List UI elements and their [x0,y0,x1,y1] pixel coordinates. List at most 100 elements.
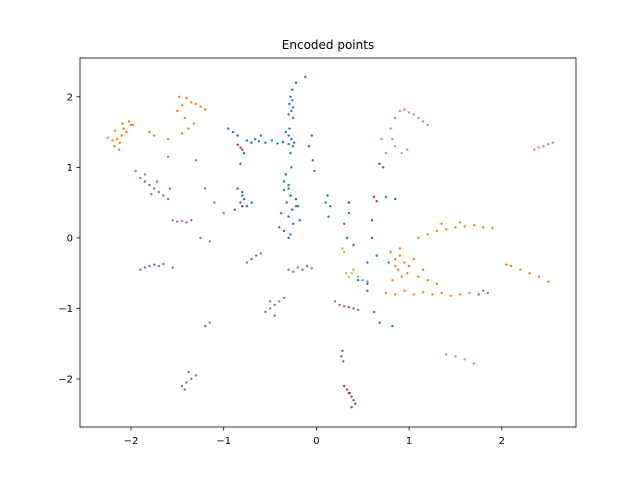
data-point [398,247,402,250]
data-point [361,279,364,282]
data-point [294,205,298,208]
data-point [285,201,288,204]
data-point [372,195,376,199]
data-point [407,111,411,114]
data-point [294,81,298,84]
data-point [192,122,196,125]
data-point [342,360,345,363]
data-point [406,148,409,151]
data-point [366,289,369,292]
data-point [394,145,397,148]
data-point [292,106,295,109]
data-point [298,219,301,222]
data-point [352,307,355,310]
data-point [194,159,198,162]
data-point [417,116,420,120]
data-point [171,219,174,222]
data-point [113,145,116,148]
data-point [185,221,188,224]
data-point [241,194,244,197]
data-point [166,137,170,141]
y-tick-label: 0 [67,233,73,244]
data-point [352,243,355,247]
data-point [282,296,286,300]
data-point [157,190,160,194]
data-point [183,388,186,391]
data-point [343,250,346,254]
data-point [378,162,381,165]
data-point [482,289,485,292]
data-point [387,261,390,264]
data-point [278,300,281,303]
data-point [180,219,184,223]
data-point [176,109,179,113]
data-point [273,303,276,307]
data-point [384,152,388,155]
data-point [458,221,462,224]
data-point [296,205,300,208]
data-point [445,228,448,231]
data-point [509,264,513,268]
data-point [343,305,346,308]
data-point [394,264,397,268]
data-point [352,399,355,402]
data-point [241,148,244,151]
data-point [190,101,193,104]
data-point [241,190,244,194]
data-point [222,212,225,215]
data-point [239,146,242,149]
data-point [287,183,290,187]
data-point [282,180,286,183]
data-point [389,250,392,254]
data-point [311,159,314,162]
data-point [250,201,253,204]
data-point [233,208,236,211]
data-point [426,123,429,127]
data-point [242,197,246,201]
data-point [143,266,147,269]
data-point [340,355,343,358]
data-point [403,261,406,264]
data-point [287,113,290,116]
data-point [338,303,341,307]
data-point [208,321,211,324]
data-point [148,130,151,134]
data-point [394,116,397,120]
data-point [458,293,462,296]
data-point [380,137,383,141]
data-point [280,212,283,215]
data-point [289,95,292,99]
data-point [341,247,344,250]
data-point [288,127,291,130]
data-point [245,205,249,208]
data-point [245,139,249,142]
data-point [106,136,110,139]
data-point [347,391,351,395]
data-point [117,148,121,151]
data-point [166,155,170,158]
y-tick-label: 2 [67,92,73,103]
data-point [155,180,159,183]
data-point [289,233,292,236]
data-point [313,169,316,173]
data-point [289,152,292,155]
data-point [366,261,369,264]
y-tick-label: −2 [58,375,73,386]
data-point [407,264,411,268]
data-point [259,252,262,255]
data-point [412,293,415,296]
data-point [143,180,147,183]
data-point [486,291,490,295]
data-point [199,236,202,240]
data-point [345,388,349,391]
data-point [289,194,292,197]
data-point [454,355,457,358]
data-point [304,75,307,79]
data-point [268,300,272,303]
plot-frame [79,57,577,428]
data-point [417,236,420,240]
data-point [185,97,188,100]
data-point [121,122,124,125]
data-point [291,99,294,102]
data-point [190,377,193,381]
